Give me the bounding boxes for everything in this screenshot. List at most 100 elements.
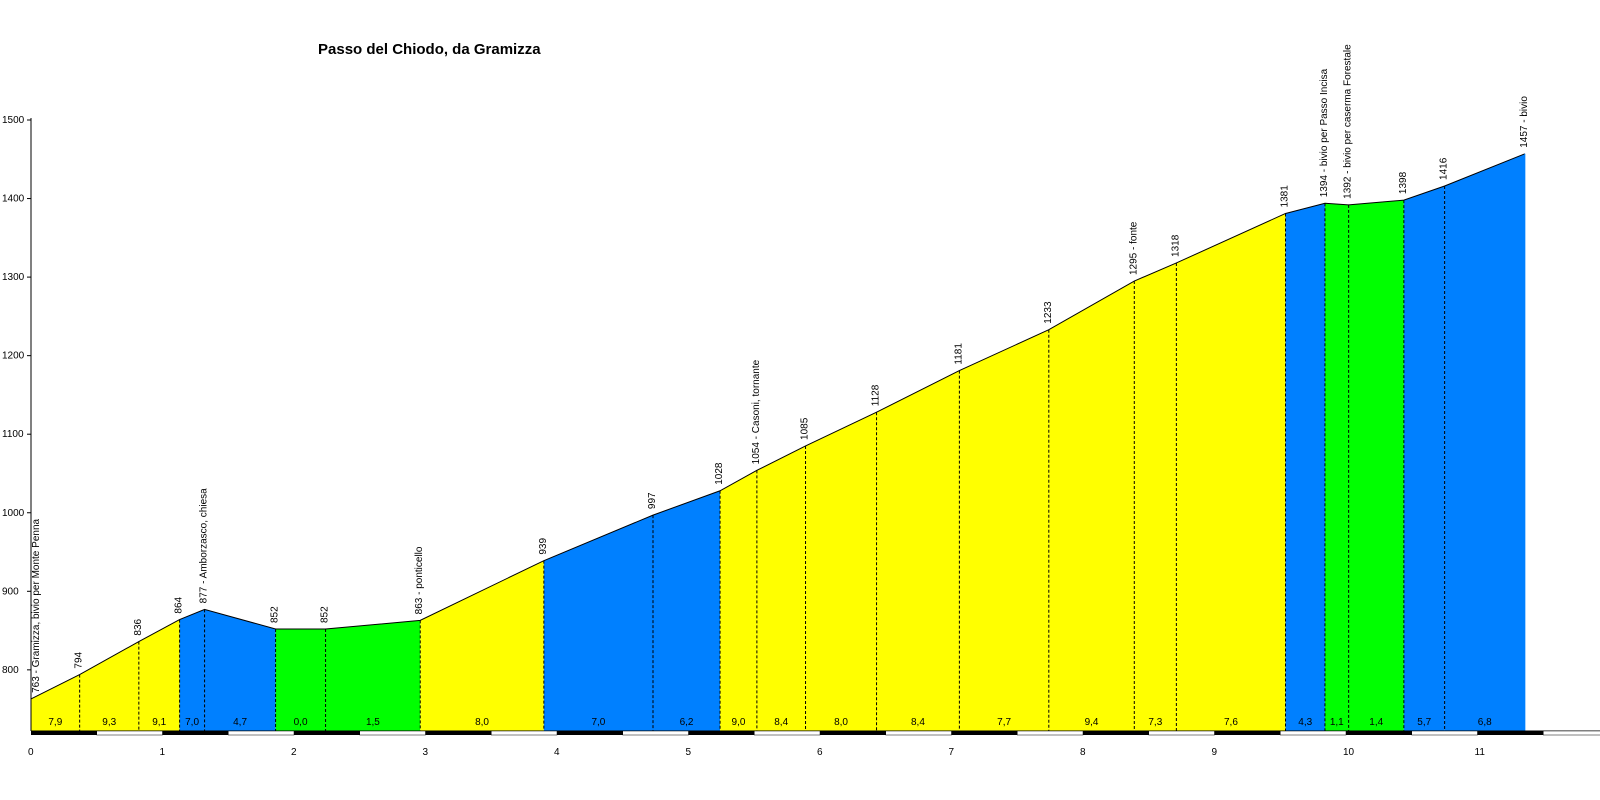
profile-segment [1324, 203, 1349, 731]
profile-segment [179, 609, 205, 731]
segment-dividers [79, 185, 1446, 731]
scale-bar-dark [1477, 731, 1544, 735]
x-tick-label: 1 [160, 747, 166, 758]
gradient-label: 4,7 [233, 717, 247, 728]
scale-bar-dark [162, 731, 229, 735]
scale-bar-dark [425, 731, 492, 735]
elevation-label: 1085 [800, 417, 811, 440]
gradient-label: 8,4 [774, 717, 788, 728]
gradient-label: 7,0 [591, 717, 605, 728]
scale-bar-light [359, 730, 426, 736]
elevation-label: 1416 [1439, 157, 1450, 180]
gradient-label: 8,0 [475, 717, 489, 728]
profile-segment [1176, 213, 1286, 732]
profile-segment [79, 641, 139, 731]
scale-bar-light [1148, 730, 1215, 736]
gradient-label: 4,3 [1298, 717, 1312, 728]
gradient-label: 1,1 [1330, 717, 1344, 728]
elevation-label: 863 - ponticello [414, 546, 425, 614]
chart-title: Passo del Chiodo, da Gramizza [318, 41, 541, 58]
scale-bar-light [754, 730, 821, 736]
elevation-label: 1181 [953, 343, 964, 365]
y-tick-label: 1100 [2, 429, 24, 440]
profile-segment [31, 674, 80, 731]
gradient-labels: 7,9 9,3 9,1 7,0 4,7 0,0 1,5 8,0 7,0 6,2 9,0 8,4 8,0 8… [48, 717, 1492, 728]
profile-segment [1444, 153, 1525, 732]
profile-segment [1285, 203, 1325, 731]
x-tick-label: 3 [423, 747, 429, 758]
gradient-label: 1,5 [366, 717, 380, 728]
gradient-label: 9,3 [102, 717, 116, 728]
scale-bar-light [491, 730, 558, 736]
scale-bar-dark [820, 731, 886, 735]
profile-segment [204, 609, 276, 731]
elevation-label: 997 [647, 492, 658, 509]
x-tick-label: 2 [291, 747, 297, 758]
elevation-label: 877 - Amborzasco, chiesa [199, 488, 210, 603]
y-tick-label: 900 [2, 586, 19, 597]
gradient-label: 9,4 [1085, 717, 1099, 728]
scale-bar-light [228, 730, 295, 736]
scale-bar-dark [557, 731, 623, 735]
profile-segment [275, 629, 326, 731]
elevation-label: 1054 - Casoni, tornante [751, 359, 762, 464]
profile-segment [756, 445, 806, 731]
elevation-label: 836 [133, 618, 144, 635]
elevation-label: 1457 - bivio [1519, 96, 1530, 148]
profile-segment [1348, 200, 1404, 732]
profile-segment [876, 370, 960, 731]
scale-bar-dark [951, 731, 1018, 735]
elevation-label: 1318 [1170, 234, 1181, 257]
gradient-label: 0,0 [294, 717, 308, 728]
y-tick-label: 1200 [2, 351, 25, 362]
scale-bar-dark [1214, 731, 1281, 735]
gradient-label: 1,4 [1369, 717, 1383, 728]
elevation-label: 1295 - fonte [1128, 221, 1139, 275]
y-tick-label: 1300 [2, 272, 25, 283]
scale-bar-light [1280, 730, 1347, 736]
elevation-label: 852 [320, 606, 331, 623]
scale-bar-dark [688, 731, 755, 735]
scale-bar-light [1017, 730, 1084, 736]
y-tick-label: 1400 [2, 194, 25, 205]
profile-segment [959, 329, 1049, 731]
x-tick-label: 0 [28, 747, 34, 758]
gradient-label: 7,0 [185, 717, 199, 728]
x-tick-label: 5 [686, 747, 692, 758]
elevation-label: 1233 [1043, 301, 1054, 324]
elevation-label: 852 [270, 606, 281, 623]
y-tick-label: 1000 [2, 508, 25, 519]
scale-bar-dark [1346, 731, 1412, 735]
scale-bar-dark [31, 731, 97, 735]
gradient-label: 6,2 [680, 717, 694, 728]
elevation-label: 1028 [714, 462, 725, 485]
y-tick-label: 1500 [2, 115, 25, 126]
x-tick-label: 9 [1212, 747, 1218, 758]
gradient-label: 8,4 [911, 717, 925, 728]
elevation-label: 939 [538, 538, 549, 555]
gradient-label: 5,7 [1417, 717, 1431, 728]
y-tick-label: 800 [2, 665, 19, 676]
scale-bar-dark [294, 731, 360, 735]
gradient-label: 7,6 [1224, 717, 1238, 728]
gradient-label: 6,8 [1478, 717, 1492, 728]
profile-segment [1403, 185, 1445, 731]
elevation-label: 763 - Gramizza, bivio per Monte Penna [31, 519, 42, 693]
scale-bar-light [885, 730, 952, 736]
scale-bar-dark [1083, 731, 1149, 735]
profile-outline [30, 153, 1526, 700]
elevation-label: 864 [174, 596, 185, 613]
gradient-label: 9,1 [152, 717, 166, 728]
x-tick-label: 10 [1343, 747, 1355, 758]
axes: 800 900 1000 1100 1200 1300 1400 1500 0 1 2 3 4 5 6 7 8 9… [2, 115, 1600, 758]
x-tick-label: 4 [554, 747, 560, 758]
x-tick-label: 11 [1475, 747, 1486, 758]
elevation-label: 1398 [1398, 171, 1409, 194]
elevation-label: 1392 - bivio per caserma Forestale [1343, 44, 1354, 199]
x-tick-label: 6 [817, 747, 823, 758]
profile-segment [325, 620, 421, 731]
elevation-label: 794 [74, 651, 85, 668]
gradient-label: 9,0 [732, 717, 746, 728]
elevation-label: 1394 - bivio per Passo Incisa [1319, 68, 1330, 197]
